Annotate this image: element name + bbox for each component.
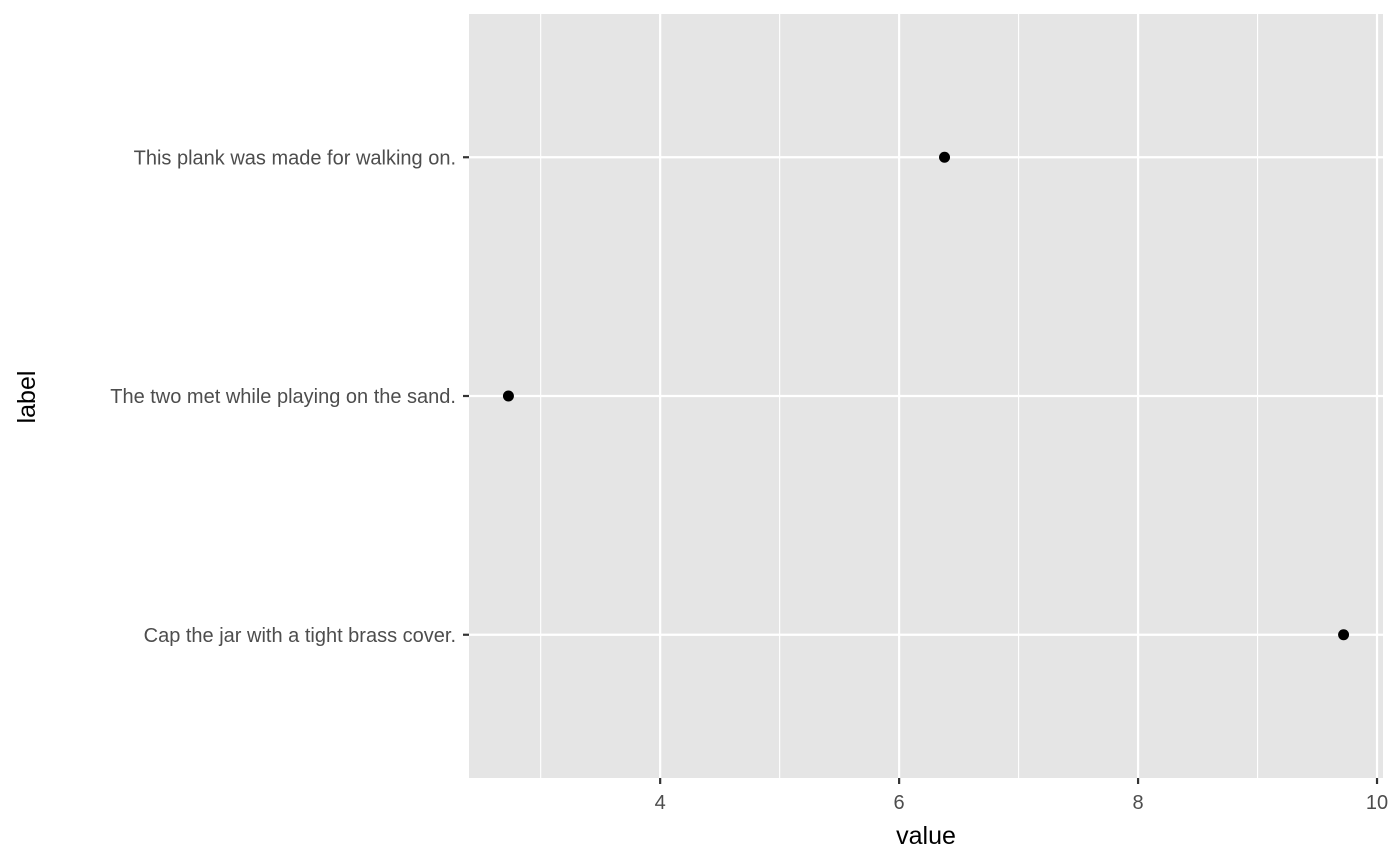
- data-point: [939, 151, 951, 163]
- x-axis-ticks: 4 6 8 10: [655, 778, 1388, 814]
- x-tick-label: 10: [1366, 792, 1388, 814]
- x-tick-label: 6: [894, 792, 905, 814]
- x-axis-title: value: [896, 822, 956, 850]
- data-point: [502, 390, 514, 402]
- y-tick-label: Cap the jar with a tight brass cover.: [144, 625, 456, 647]
- x-tick-label: 4: [655, 792, 666, 814]
- data-points: [502, 151, 1350, 641]
- data-point: [1338, 629, 1350, 641]
- y-tick-label: The two met while playing on the sand.: [110, 386, 456, 408]
- grid-major: [469, 14, 1383, 778]
- y-axis-ticks: Cap the jar with a tight brass cover. The…: [110, 147, 469, 647]
- y-tick-label: This plank was made for walking on.: [134, 147, 456, 169]
- x-tick-label: 8: [1133, 792, 1144, 814]
- y-axis-title: label: [13, 371, 41, 424]
